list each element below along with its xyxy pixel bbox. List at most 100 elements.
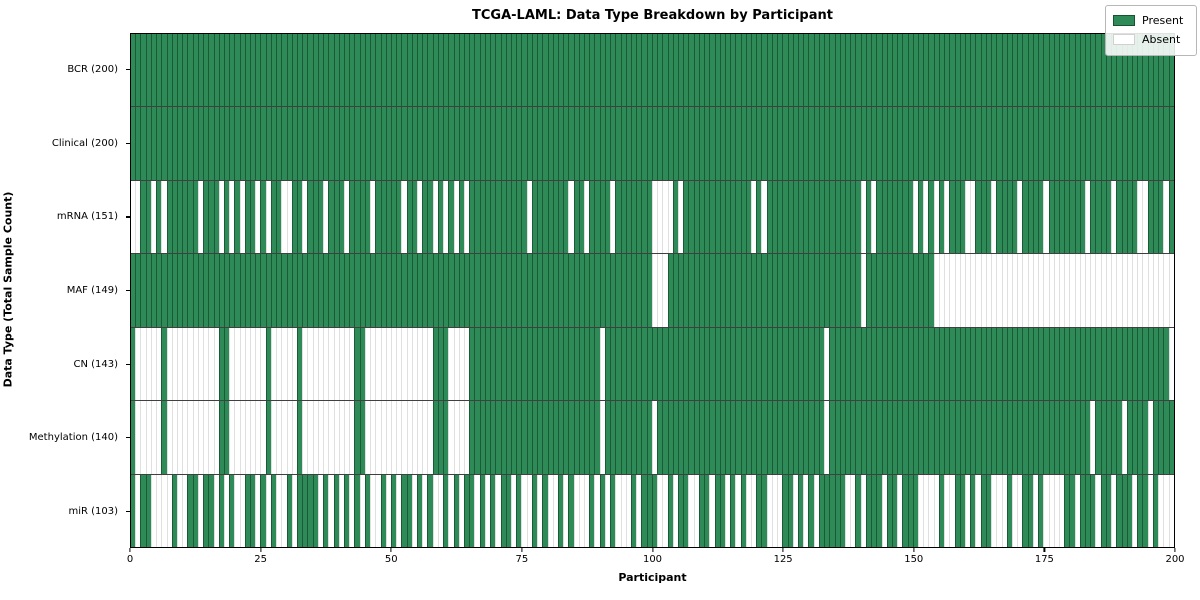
matrix-cell xyxy=(1137,180,1143,254)
matrix-cell xyxy=(719,34,725,107)
matrix-cell xyxy=(557,327,564,401)
matrix-cell xyxy=(871,180,877,254)
matrix-cell xyxy=(1064,327,1070,401)
matrix-cell xyxy=(260,254,266,327)
matrix-cell xyxy=(203,401,209,474)
matrix-cell xyxy=(709,180,715,254)
matrix-cell xyxy=(719,474,725,547)
matrix-cell xyxy=(876,401,882,474)
matrix-cell xyxy=(411,34,418,107)
matrix-cell xyxy=(954,34,960,107)
matrix-cell xyxy=(651,34,658,107)
matrix-cell xyxy=(745,327,752,401)
matrix-cell xyxy=(1017,180,1023,254)
matrix-cell xyxy=(803,401,809,474)
matrix-cell xyxy=(291,34,297,107)
matrix-cell xyxy=(176,401,183,474)
matrix-cell xyxy=(406,254,412,327)
matrix-cell xyxy=(281,107,287,180)
matrix-cell xyxy=(610,401,616,474)
matrix-cell xyxy=(865,474,872,547)
matrix-cell xyxy=(620,474,626,547)
matrix-cell xyxy=(578,107,585,180)
matrix-cell xyxy=(156,474,162,547)
matrix-cell xyxy=(307,401,313,474)
matrix-cell xyxy=(542,474,548,547)
matrix-cell xyxy=(328,34,334,107)
matrix-cell xyxy=(500,474,506,547)
matrix-cell xyxy=(437,180,444,254)
matrix-cell xyxy=(208,180,214,254)
matrix-cell xyxy=(683,474,689,547)
matrix-cell xyxy=(1158,474,1164,547)
matrix-cell xyxy=(552,34,558,107)
x-tick-mark xyxy=(651,548,654,552)
matrix-cell xyxy=(839,34,845,107)
y-tick-label-Methylation: Methylation (140) xyxy=(28,432,118,444)
matrix-cell xyxy=(714,254,720,327)
matrix-cell xyxy=(197,180,204,254)
matrix-cell xyxy=(474,254,480,327)
matrix-cell xyxy=(375,327,381,401)
matrix-cell xyxy=(364,254,371,327)
matrix-cell xyxy=(589,180,595,254)
matrix-cell xyxy=(443,327,449,401)
matrix-cell xyxy=(1053,180,1059,254)
matrix-cell xyxy=(510,107,517,180)
matrix-cell xyxy=(813,401,819,474)
matrix-cell xyxy=(818,34,825,107)
matrix-cell xyxy=(589,254,595,327)
matrix-cell xyxy=(526,107,532,180)
matrix-cell xyxy=(1048,401,1054,474)
matrix-cell xyxy=(276,107,282,180)
matrix-cell xyxy=(615,327,621,401)
matrix-cell xyxy=(1121,327,1127,401)
matrix-cell xyxy=(359,327,365,401)
matrix-cell xyxy=(985,107,992,180)
matrix-cell xyxy=(902,254,908,327)
matrix-cell xyxy=(761,34,767,107)
matrix-cell xyxy=(824,107,830,180)
matrix-cell xyxy=(803,474,809,547)
matrix-cell xyxy=(782,107,788,180)
matrix-cell xyxy=(453,107,459,180)
matrix-cell xyxy=(688,180,694,254)
matrix-cell xyxy=(876,254,882,327)
matrix-cell xyxy=(891,34,898,107)
matrix-cell xyxy=(970,180,976,254)
matrix-cell xyxy=(552,327,558,401)
matrix-cell xyxy=(411,107,418,180)
matrix-cell xyxy=(1079,107,1086,180)
matrix-cell xyxy=(912,474,919,547)
matrix-cell xyxy=(657,401,663,474)
matrix-cell xyxy=(756,34,762,107)
matrix-cell xyxy=(516,327,522,401)
matrix-cell xyxy=(500,254,506,327)
matrix-cell xyxy=(505,107,511,180)
matrix-cell xyxy=(1142,34,1148,107)
y-tick-mark xyxy=(126,401,130,475)
matrix-cell xyxy=(860,34,866,107)
matrix-cell xyxy=(1038,180,1044,254)
matrix-cell xyxy=(218,327,224,401)
matrix-cell xyxy=(385,327,391,401)
matrix-cell xyxy=(422,180,428,254)
matrix-cell xyxy=(965,474,971,547)
matrix-cell xyxy=(171,34,177,107)
matrix-cell xyxy=(411,401,418,474)
matrix-cell xyxy=(531,474,538,547)
matrix-cell xyxy=(829,107,835,180)
matrix-cell xyxy=(370,107,376,180)
matrix-cell xyxy=(150,254,157,327)
matrix-cell xyxy=(610,180,616,254)
matrix-cell xyxy=(192,401,198,474)
matrix-cell xyxy=(223,327,230,401)
matrix-cell xyxy=(844,180,851,254)
matrix-cell xyxy=(156,254,162,327)
matrix-cell xyxy=(239,254,245,327)
matrix-cell xyxy=(834,34,840,107)
matrix-cell xyxy=(427,34,433,107)
matrix-cell xyxy=(902,107,908,180)
matrix-cell xyxy=(1017,34,1023,107)
legend: Present Absent xyxy=(1105,5,1197,56)
